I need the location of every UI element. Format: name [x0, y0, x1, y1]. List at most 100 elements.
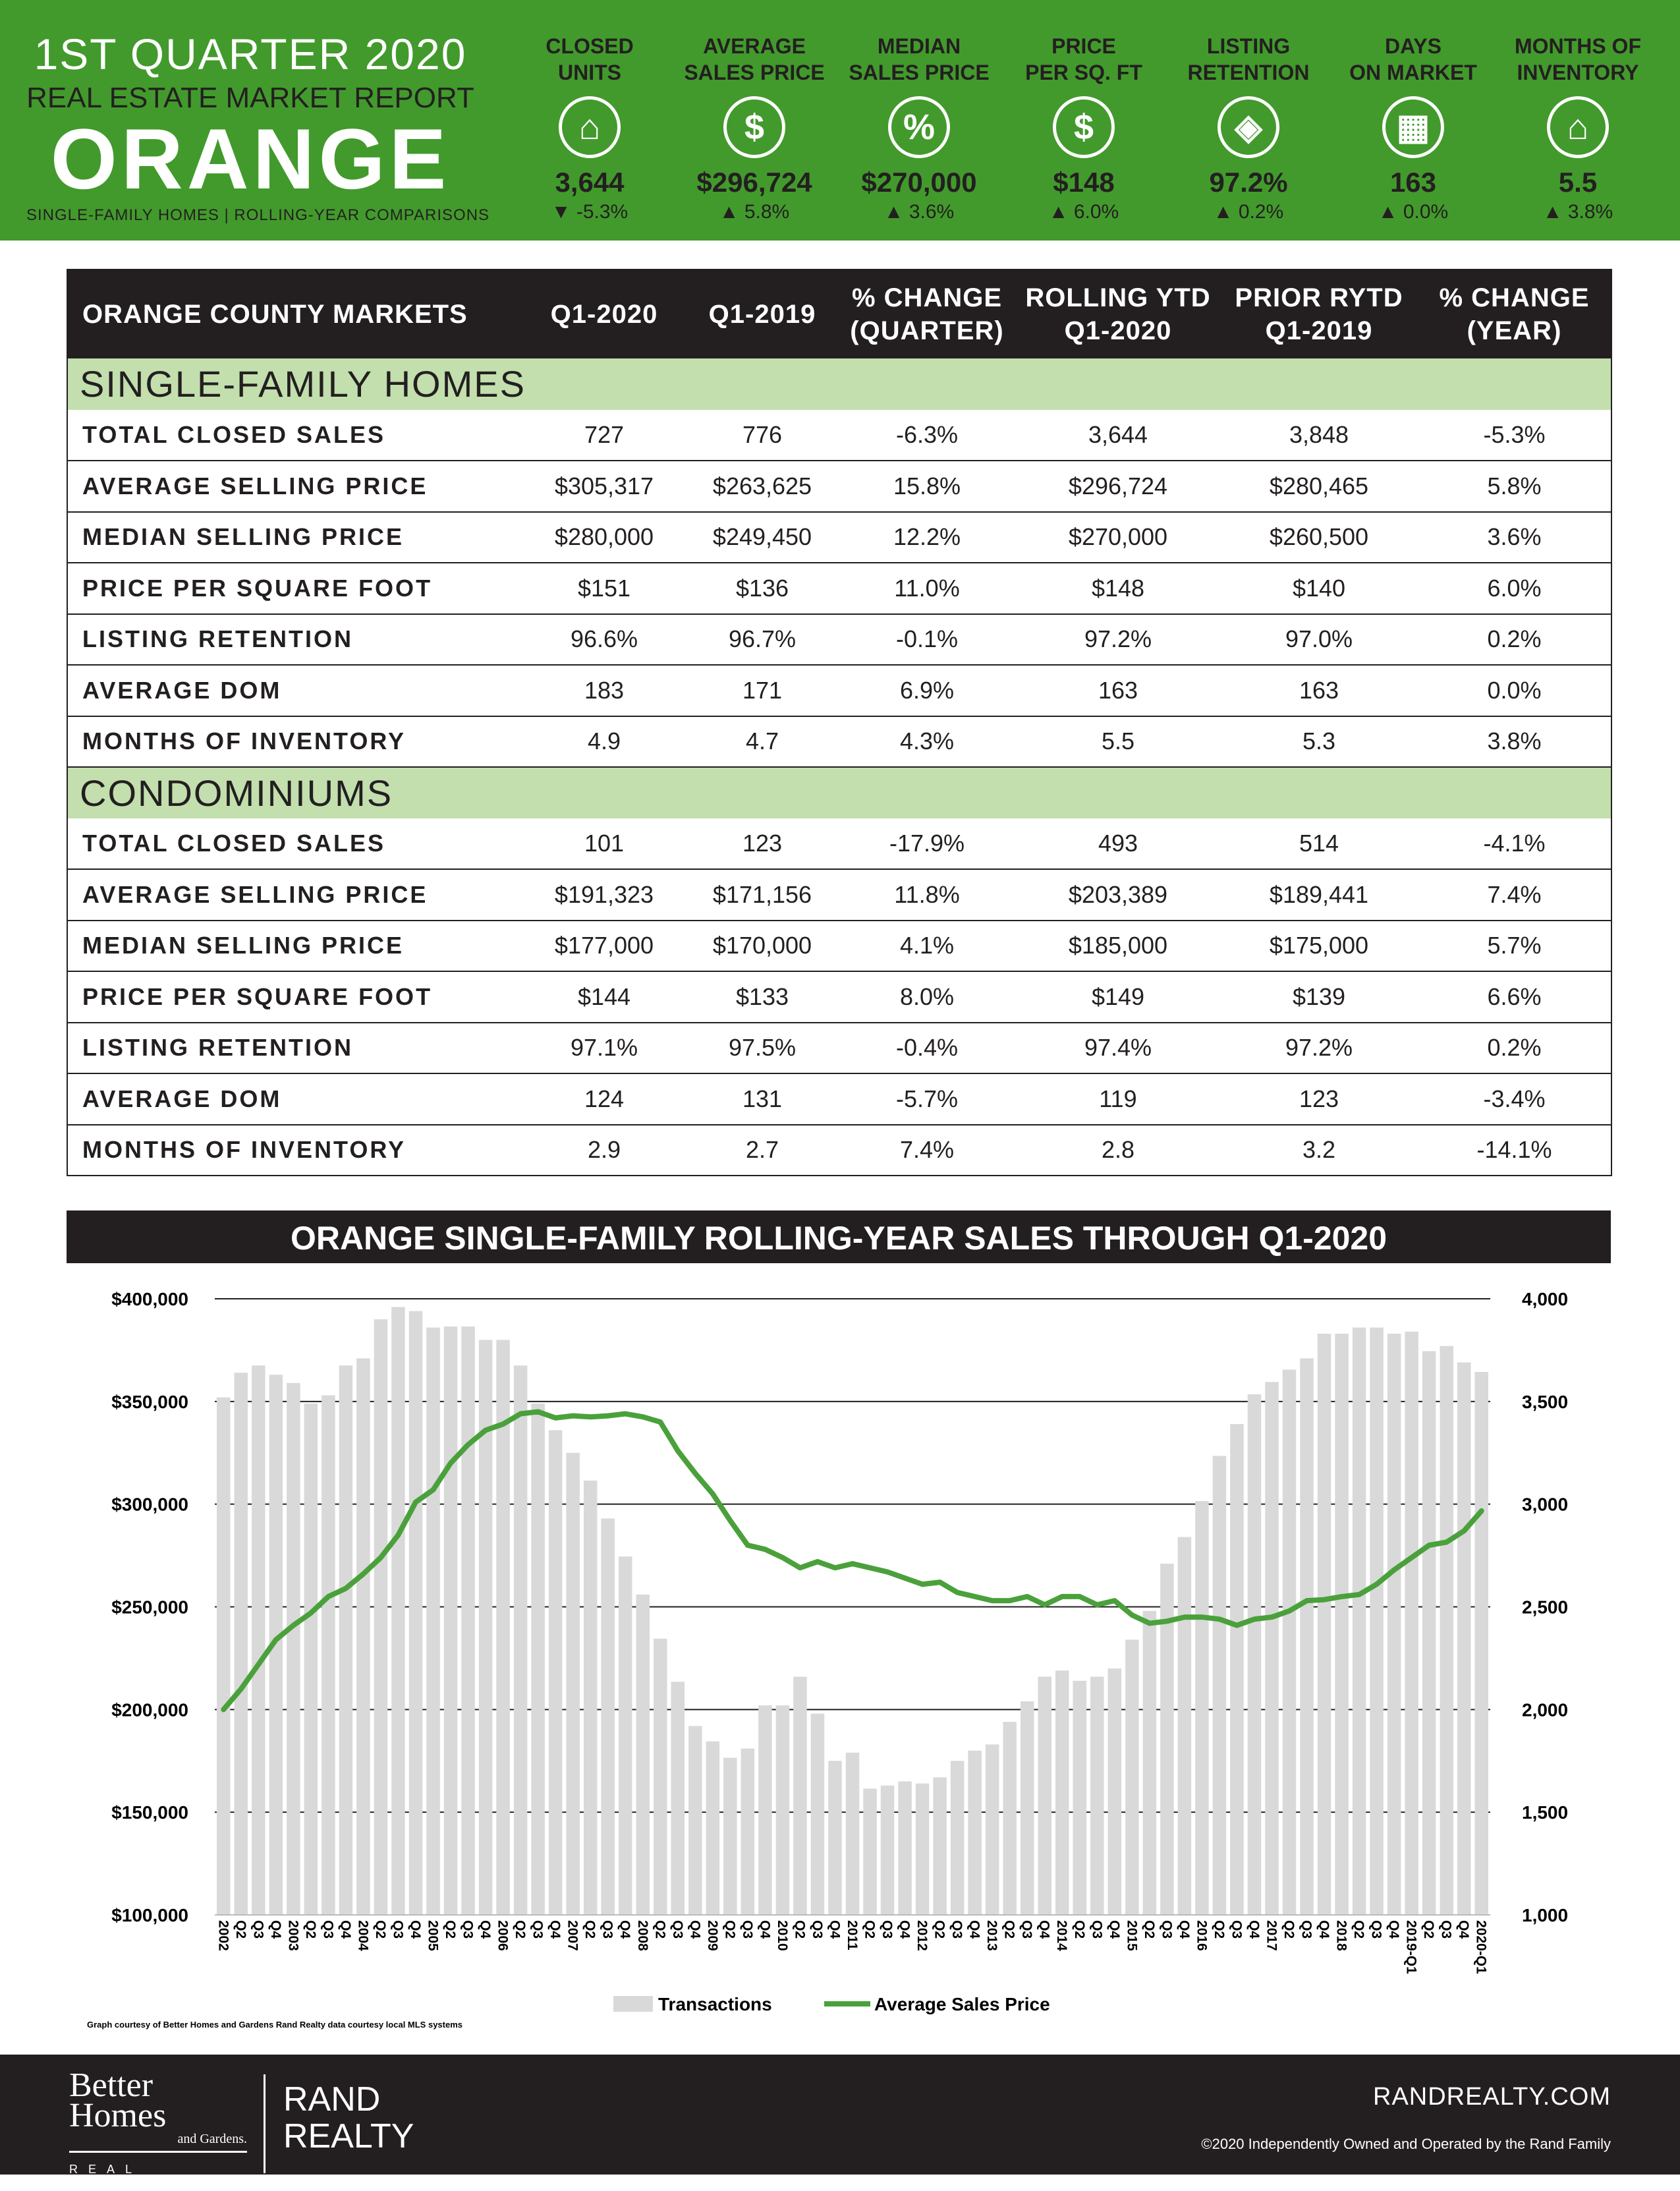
row-label: TOTAL CLOSED SALES [67, 818, 522, 870]
x-axis-tick: 2003 [285, 1920, 300, 1951]
cell-value: -6.3% [838, 409, 1016, 461]
chart-footnote: Graph courtesy of Better Homes and Garde… [87, 2020, 462, 2030]
left-axis-tick: $400,000 [111, 1289, 188, 1309]
cell-value: 3.2 [1220, 1124, 1418, 1176]
row-label: AVERAGE DOM [67, 1073, 522, 1125]
cell-value: 5.7% [1418, 920, 1611, 972]
cell-value: 0.0% [1418, 665, 1611, 717]
sales-chart: ORANGE SINGLE-FAMILY ROLLING-YEAR SALES … [67, 1210, 1611, 2034]
cell-value: 97.2% [1016, 613, 1220, 666]
x-axis-tick: 2004 [355, 1920, 370, 1951]
table-row: LISTING RETENTION 97.1% 97.5% -0.4% 97.4% 97.… [67, 1022, 1611, 1074]
metric-label: MONTHS OF INVENTORY [1515, 34, 1641, 84]
bar-transactions [968, 1750, 982, 1915]
cell-value: $170,000 [686, 920, 838, 972]
bar-transactions [1247, 1394, 1262, 1915]
bar-transactions [618, 1556, 632, 1915]
x-axis-tick: Q2 [1212, 1920, 1227, 1939]
cell-value: 97.4% [1016, 1022, 1220, 1074]
x-axis-tick: Q3 [740, 1920, 755, 1939]
cell-value: $139 [1220, 971, 1418, 1023]
bar-transactions [1125, 1639, 1139, 1915]
cell-value: 171 [686, 665, 838, 717]
metric-change: ▲ 0.2% [1213, 201, 1284, 223]
row-label: MEDIAN SELLING PRICE [67, 511, 522, 563]
x-axis-tick: Q4 [1316, 1920, 1331, 1939]
bar-transactions [636, 1594, 650, 1915]
cell-value: $144 [522, 971, 686, 1023]
table-row: LISTING RETENTION 96.6% 96.7% -0.1% 97.2% 97.… [67, 613, 1611, 666]
metric-value: 97.2% [1209, 167, 1288, 198]
x-axis-tick: Q3 [1439, 1920, 1454, 1939]
metric-value: 3,644 [555, 167, 625, 198]
bar-transactions [915, 1783, 930, 1915]
cell-value: 96.7% [686, 613, 838, 666]
metric-label: DAYS ON MARKET [1349, 34, 1477, 84]
cell-value: 4.9 [522, 716, 686, 768]
metric-4: LISTING RETENTION ◈ 97.2% ▲ 0.2% [1166, 33, 1331, 224]
bar-transactions [1142, 1610, 1157, 1915]
brand-name: RAND REALTY [283, 2081, 414, 2155]
metric-change: ▲ 5.8% [719, 201, 790, 223]
area-name: ORANGE [50, 111, 451, 207]
cell-value: 6.9% [838, 665, 1016, 717]
cell-value: $133 [686, 971, 838, 1023]
cell-value: $305,317 [522, 461, 686, 513]
bar-transactions [531, 1403, 545, 1915]
right-axis-tick: 1,000 [1522, 1905, 1568, 1925]
table-row: MONTHS OF INVENTORY 2.9 2.7 7.4% 2.8 3.2 -14.1… [67, 1124, 1611, 1176]
bar-transactions [234, 1373, 248, 1915]
metric-label: MEDIAN SALES PRICE [849, 34, 990, 84]
bar-transactions [1474, 1371, 1488, 1915]
bar-transactions [374, 1319, 388, 1915]
left-axis-tick: $100,000 [111, 1905, 188, 1925]
cell-value: 493 [1016, 818, 1220, 870]
x-axis-tick: Q4 [408, 1920, 423, 1939]
x-axis-tick: Q3 [949, 1920, 965, 1939]
bar-transactions [548, 1430, 563, 1915]
bar-transactions [252, 1365, 266, 1915]
x-axis-tick: Q3 [600, 1920, 615, 1939]
website-link[interactable]: RANDREALTY.COM [1373, 2083, 1611, 2111]
cell-value: $260,500 [1220, 511, 1418, 563]
metric-value: $270,000 [861, 167, 977, 198]
cell-value: $249,450 [686, 511, 838, 563]
left-axis-tick: $350,000 [111, 1392, 188, 1412]
x-axis-tick: Q4 [478, 1920, 493, 1939]
bar-transactions [1003, 1722, 1017, 1915]
x-axis-tick: Q4 [338, 1920, 353, 1939]
bar-transactions [1195, 1500, 1209, 1915]
x-axis-tick: Q2 [722, 1920, 737, 1939]
cell-value: 514 [1220, 818, 1418, 870]
cell-value: 3,644 [1016, 409, 1220, 461]
metric-3: PRICE PER SQ. FT $ $148 ▲ 6.0% [1001, 33, 1166, 224]
x-axis-tick: 2015 [1124, 1920, 1139, 1951]
cell-value: -17.9% [838, 818, 1016, 870]
bar-transactions [845, 1752, 860, 1915]
report-quarter: 1ST QUARTER 2020 [34, 30, 467, 78]
bhg-logo: Better Homes and Gardens. REAL ESTATE [69, 2066, 247, 2190]
footer: Better Homes and Gardens. REAL ESTATE RAN… [0, 2055, 1680, 2190]
right-axis-tick: 4,000 [1522, 1289, 1568, 1309]
bar-transactions [741, 1748, 755, 1915]
x-axis-tick: Q2 [513, 1920, 528, 1939]
x-axis-tick: Q4 [547, 1920, 563, 1939]
section-header: CONDOMINIUMS [67, 767, 1611, 818]
metric-value: 163 [1389, 167, 1437, 198]
bar-transactions [583, 1480, 598, 1915]
x-axis-tick: 2018 [1334, 1920, 1349, 1951]
bar-transactions [1422, 1351, 1436, 1915]
x-axis-tick: Q4 [967, 1920, 982, 1939]
x-axis-tick: Q2 [1142, 1920, 1157, 1939]
cell-value: 97.5% [686, 1022, 838, 1074]
x-axis-tick: 2011 [845, 1920, 860, 1950]
x-axis-tick: Q4 [617, 1920, 632, 1939]
metric-value: $148 [1053, 167, 1115, 198]
bar-transactions [933, 1777, 947, 1915]
bar-transactions [304, 1403, 318, 1915]
bar-transactions [1107, 1668, 1122, 1915]
x-axis-tick: Q4 [1107, 1920, 1122, 1939]
x-axis-tick: Q2 [652, 1920, 667, 1939]
x-axis-tick: 2019-Q1 [1404, 1920, 1419, 1974]
cell-value: 163 [1220, 665, 1418, 717]
